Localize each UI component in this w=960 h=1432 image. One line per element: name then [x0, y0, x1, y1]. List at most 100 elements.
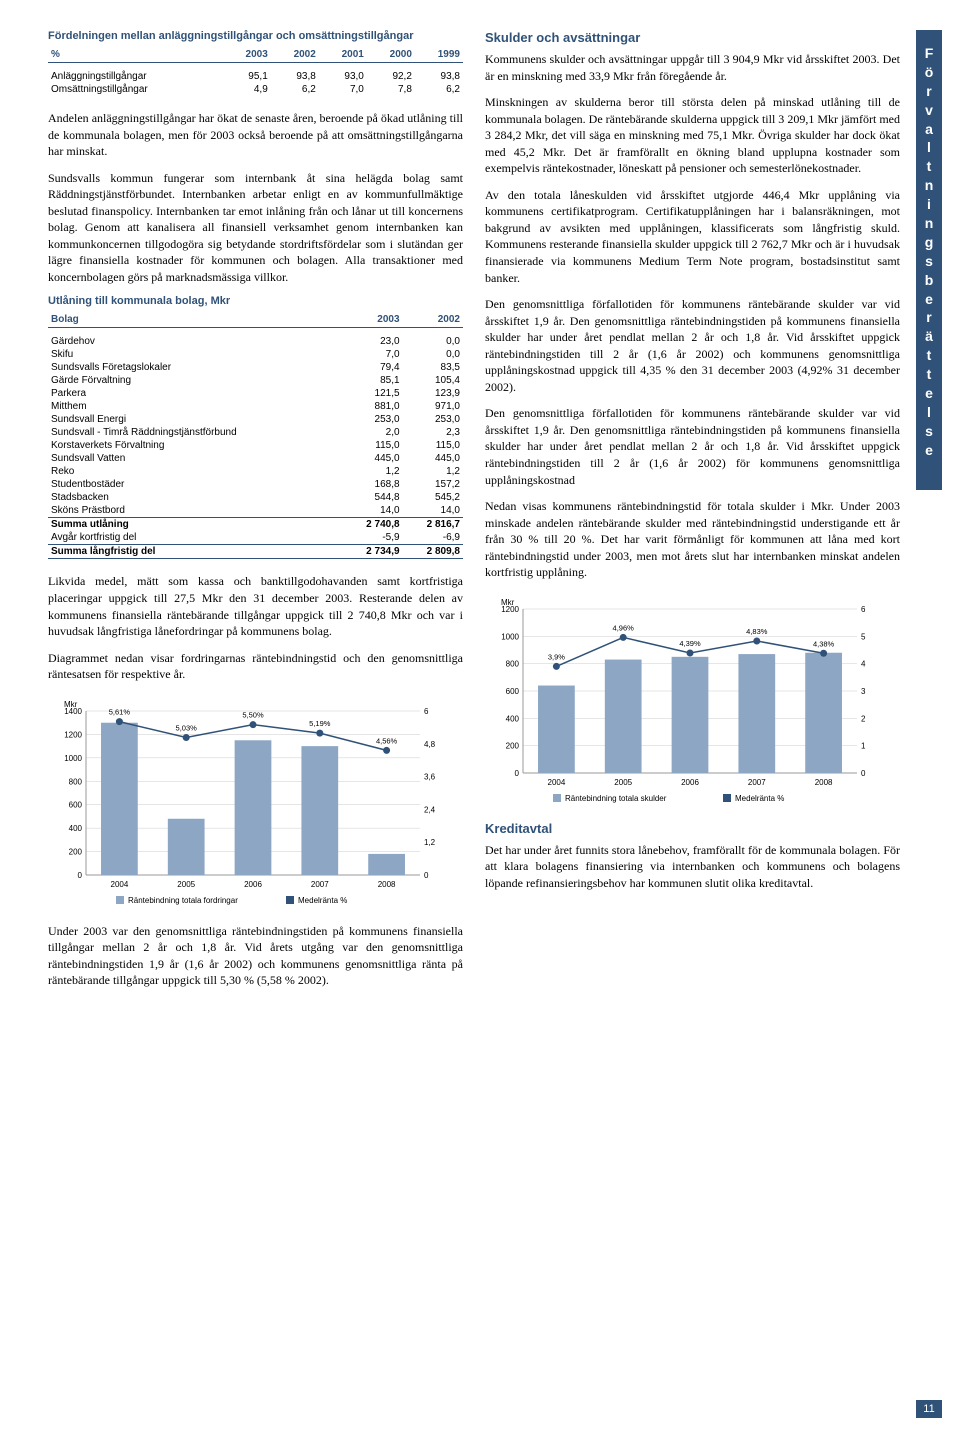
sidebar-letter: n: [916, 214, 942, 233]
table-cell: 105,4: [403, 374, 463, 387]
sidebar-letter: ä: [916, 327, 942, 346]
table-cell: 79,4: [342, 361, 402, 374]
table-cell: 95,1: [223, 70, 271, 83]
table-utlaning: Utlåning till kommunala bolag, Mkr Bolag…: [48, 295, 463, 559]
table-row: Gärdehov23,00,0: [48, 335, 463, 348]
chart-skulder: Mkr0200400600800100012000123456200420052…: [485, 591, 900, 811]
table-cell: 881,0: [342, 400, 402, 413]
svg-text:Medelränta %: Medelränta %: [298, 896, 347, 905]
sidebar-letter: s: [916, 422, 942, 441]
table-header: 2000: [367, 48, 415, 63]
para: Minskningen av skulderna beror till stör…: [485, 94, 900, 177]
table-cell: Sundsvall Vatten: [48, 452, 342, 465]
svg-text:3,9%: 3,9%: [548, 652, 565, 661]
table-row: Stadsbacken544,8545,2: [48, 491, 463, 504]
para: Av den totala låneskulden vid årsskiftet…: [485, 187, 900, 286]
svg-text:2004: 2004: [111, 880, 129, 889]
svg-text:3: 3: [861, 687, 866, 696]
svg-text:4: 4: [861, 660, 866, 669]
table-row: Sundsvall - Timrå Räddningstjänstförbund…: [48, 426, 463, 439]
table-cell: 7,0: [319, 83, 367, 96]
table-cell: Omsättningstillgångar: [48, 83, 223, 96]
svg-text:200: 200: [506, 742, 520, 751]
para: Den genomsnittliga förfallotiden för kom…: [485, 405, 900, 488]
svg-text:400: 400: [506, 714, 520, 723]
table-cell: 6,2: [415, 83, 463, 96]
svg-text:200: 200: [69, 847, 83, 856]
table-cell: 23,0: [342, 335, 402, 348]
sidebar-letter: n: [916, 176, 942, 195]
sidebar-letter: s: [916, 252, 942, 271]
svg-text:0: 0: [78, 871, 83, 880]
svg-text:1: 1: [861, 742, 866, 751]
svg-text:2005: 2005: [614, 778, 632, 787]
sidebar-letter: e: [916, 384, 942, 403]
table-row: Summa långfristig del2 734,92 809,8: [48, 545, 463, 559]
sidebar-letter: F: [916, 44, 942, 63]
table-cell: 123,9: [403, 387, 463, 400]
table-cell: Parkera: [48, 387, 342, 400]
table-row: Sköns Prästbord14,014,0: [48, 504, 463, 518]
table1-title: Fördelningen mellan anläggningstillgånga…: [48, 30, 463, 42]
sidebar-letter: r: [916, 82, 942, 101]
table-cell: 2,3: [403, 426, 463, 439]
table2-title: Utlåning till kommunala bolag, Mkr: [48, 295, 463, 307]
table-row: Anläggningstillgångar95,193,893,092,293,…: [48, 70, 463, 83]
table-header: 1999: [415, 48, 463, 63]
table-row: Omsättningstillgångar4,96,27,07,86,2: [48, 83, 463, 96]
svg-text:4,39%: 4,39%: [679, 639, 701, 648]
svg-text:5,03%: 5,03%: [176, 723, 198, 732]
svg-text:5,50%: 5,50%: [242, 710, 264, 719]
left-column: Fördelningen mellan anläggningstillgånga…: [48, 30, 463, 999]
table-cell: Studentbostäder: [48, 478, 342, 491]
table-cell: Gärdehov: [48, 335, 342, 348]
svg-text:3,6: 3,6: [424, 772, 436, 781]
table-cell: 445,0: [403, 452, 463, 465]
table-cell: 971,0: [403, 400, 463, 413]
sidebar-letter: l: [916, 138, 942, 157]
sidebar-letter: e: [916, 290, 942, 309]
table-row: Sundsvall Energi253,0253,0: [48, 413, 463, 426]
table-cell: 253,0: [403, 413, 463, 426]
para: Den genomsnittliga förfallotiden för kom…: [485, 296, 900, 395]
svg-text:Räntebindning totala fordringa: Räntebindning totala fordringar: [128, 896, 238, 905]
heading-skulder: Skulder och avsättningar: [485, 30, 900, 45]
table-cell: Summa utlåning: [48, 518, 342, 532]
table-cell: Gärde Förvaltning: [48, 374, 342, 387]
svg-text:1000: 1000: [64, 754, 82, 763]
svg-text:0: 0: [861, 769, 866, 778]
svg-text:6: 6: [424, 707, 429, 716]
svg-text:4,56%: 4,56%: [376, 736, 398, 745]
right-column: Skulder och avsättningar Kommunens skuld…: [485, 30, 900, 999]
table-cell: Reko: [48, 465, 342, 478]
sidebar-letter: e: [916, 441, 942, 460]
table-row: Sundsvalls Företagslokaler79,483,5: [48, 361, 463, 374]
table-cell: 544,8: [342, 491, 402, 504]
table-header: 2002: [271, 48, 319, 63]
table-cell: Avgår kortfristig del: [48, 531, 342, 545]
table-cell: 6,2: [271, 83, 319, 96]
svg-text:4,8: 4,8: [424, 740, 436, 749]
table-cell: 4,9: [223, 83, 271, 96]
svg-text:6: 6: [861, 605, 866, 614]
svg-text:2007: 2007: [748, 778, 766, 787]
table-cell: Anläggningstillgångar: [48, 70, 223, 83]
svg-text:5: 5: [861, 632, 866, 641]
table-cell: 93,8: [271, 70, 319, 83]
para: Kommunens skulder och avsättningar uppgå…: [485, 51, 900, 84]
svg-text:2006: 2006: [244, 880, 262, 889]
table-cell: 1,2: [342, 465, 402, 478]
para: Diagrammet nedan visar fordringarnas rän…: [48, 650, 463, 683]
sidebar-letter: g: [916, 233, 942, 252]
table-cell: Sköns Prästbord: [48, 504, 342, 518]
para: Likvida medel, mätt som kassa och bankti…: [48, 573, 463, 639]
table-cell: Mitthem: [48, 400, 342, 413]
svg-text:2004: 2004: [548, 778, 566, 787]
svg-text:5,61%: 5,61%: [109, 707, 131, 716]
para: Sundsvalls kommun fungerar som internban…: [48, 170, 463, 286]
table-row: Korstaverkets Förvaltning115,0115,0: [48, 439, 463, 452]
sidebar-tab: Förvaltningsberättelse: [916, 30, 942, 490]
table-cell: 14,0: [403, 504, 463, 518]
table-row: Avgår kortfristig del-5,9-6,9: [48, 531, 463, 545]
table-row: Reko1,21,2: [48, 465, 463, 478]
